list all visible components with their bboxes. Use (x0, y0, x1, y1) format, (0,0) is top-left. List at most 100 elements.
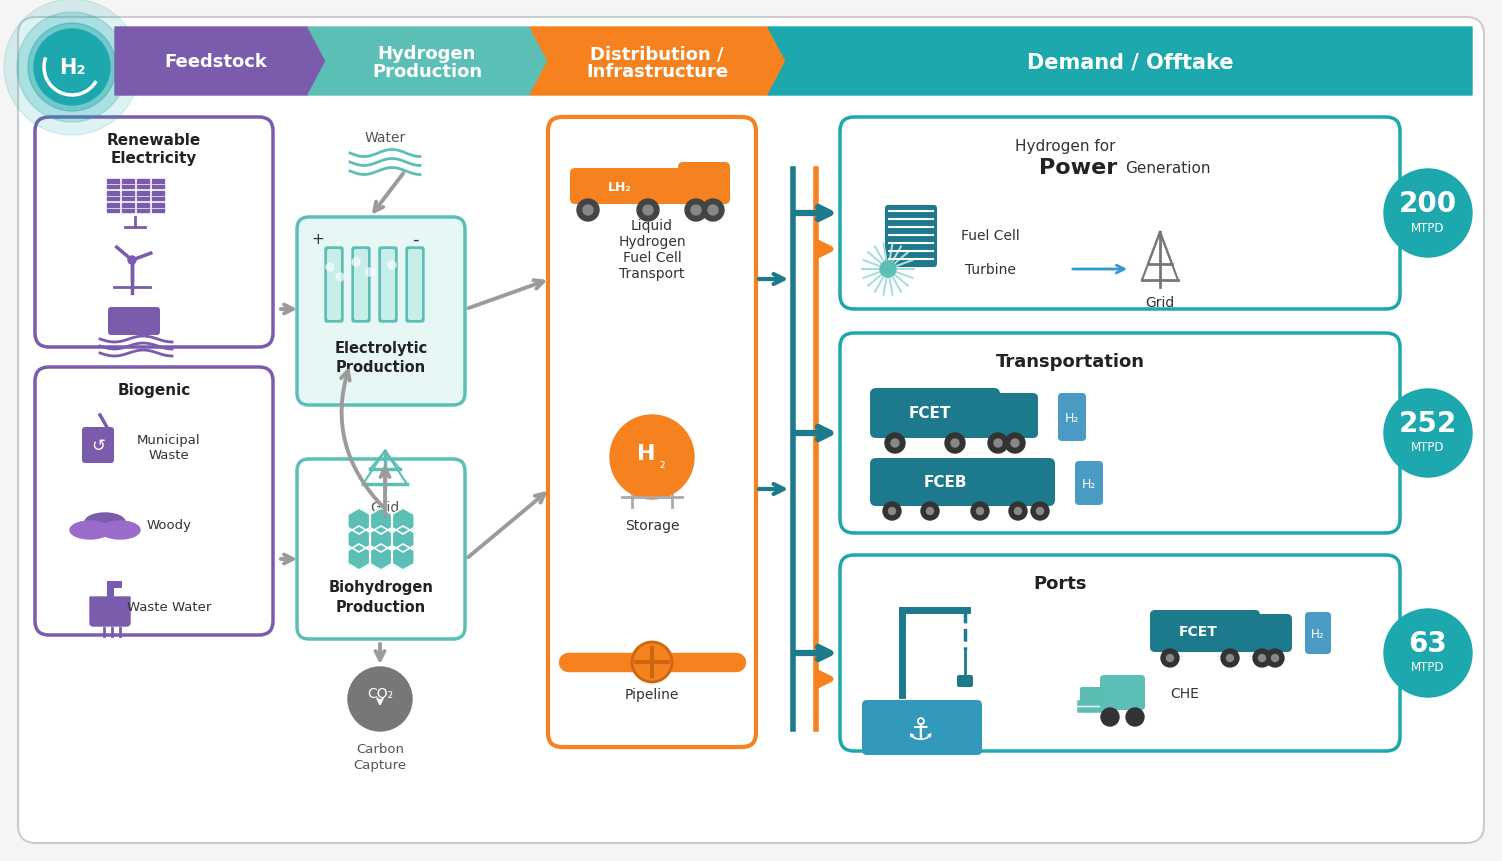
Text: H₂: H₂ (59, 58, 86, 77)
FancyBboxPatch shape (569, 169, 685, 205)
Text: Fuel Cell: Fuel Cell (961, 229, 1020, 243)
Text: Ports: Ports (1033, 574, 1087, 592)
Bar (107, 180, 119, 189)
Polygon shape (116, 28, 326, 96)
Text: Power: Power (1039, 158, 1117, 177)
FancyBboxPatch shape (35, 118, 273, 348)
Bar (137, 204, 149, 213)
Circle shape (880, 262, 897, 278)
Ellipse shape (101, 522, 140, 539)
Text: Fuel Cell: Fuel Cell (623, 251, 682, 264)
Text: Hydrogen: Hydrogen (379, 45, 476, 63)
Text: Electricity: Electricity (111, 151, 197, 165)
Circle shape (891, 439, 900, 448)
Circle shape (1383, 170, 1472, 257)
Bar (137, 180, 149, 189)
Text: H₂: H₂ (1065, 412, 1080, 425)
Circle shape (889, 508, 895, 515)
Bar (122, 204, 134, 213)
Text: ↺: ↺ (92, 437, 105, 455)
Text: Generation: Generation (1125, 160, 1211, 176)
Text: MTPD: MTPD (1412, 660, 1445, 673)
Circle shape (1272, 654, 1278, 662)
Circle shape (17, 13, 128, 123)
Text: MTPD: MTPD (1412, 441, 1445, 454)
Circle shape (994, 439, 1002, 448)
Bar (152, 180, 164, 189)
Circle shape (1101, 709, 1119, 726)
Circle shape (1383, 610, 1472, 697)
Text: Storage: Storage (625, 518, 679, 532)
FancyBboxPatch shape (957, 675, 973, 687)
Circle shape (610, 416, 694, 499)
FancyBboxPatch shape (840, 555, 1400, 751)
Bar (137, 192, 149, 201)
Text: Pipeline: Pipeline (625, 687, 679, 701)
Text: Distribution /: Distribution / (590, 45, 724, 63)
Bar (122, 192, 134, 201)
Bar (152, 204, 164, 213)
Circle shape (1167, 654, 1173, 662)
Text: -: - (412, 231, 418, 249)
Text: H: H (637, 443, 655, 463)
FancyBboxPatch shape (409, 250, 422, 320)
Bar (152, 192, 164, 201)
FancyBboxPatch shape (382, 250, 395, 320)
Circle shape (326, 263, 333, 272)
Text: Renewable: Renewable (107, 133, 201, 147)
FancyBboxPatch shape (324, 248, 342, 323)
Circle shape (945, 433, 964, 454)
Text: 63: 63 (1409, 629, 1448, 657)
FancyBboxPatch shape (840, 118, 1400, 310)
FancyBboxPatch shape (677, 163, 730, 205)
Text: Feedstock: Feedstock (164, 53, 267, 71)
FancyBboxPatch shape (870, 388, 1000, 438)
Circle shape (701, 200, 724, 222)
Text: FCEB: FCEB (924, 475, 967, 490)
Text: Electrolytic: Electrolytic (335, 340, 428, 355)
Circle shape (1161, 649, 1179, 667)
Circle shape (1011, 439, 1018, 448)
FancyBboxPatch shape (379, 248, 397, 323)
Bar (107, 192, 119, 201)
Circle shape (1005, 433, 1024, 454)
FancyBboxPatch shape (297, 218, 466, 406)
Circle shape (927, 508, 934, 515)
Text: Biogenic: Biogenic (117, 382, 191, 397)
FancyBboxPatch shape (351, 248, 369, 323)
Text: Carbon: Carbon (356, 743, 404, 756)
Text: Water: Water (365, 131, 406, 145)
FancyBboxPatch shape (885, 206, 937, 268)
Circle shape (583, 206, 593, 216)
Circle shape (707, 206, 718, 216)
FancyBboxPatch shape (406, 248, 424, 323)
Circle shape (976, 508, 984, 515)
Circle shape (691, 206, 701, 216)
FancyBboxPatch shape (83, 428, 114, 463)
Circle shape (988, 433, 1008, 454)
Polygon shape (768, 28, 1472, 96)
Circle shape (885, 433, 906, 454)
Text: ₂: ₂ (659, 456, 665, 470)
Ellipse shape (86, 513, 125, 531)
Circle shape (5, 0, 140, 136)
Text: Infrastructure: Infrastructure (586, 63, 728, 81)
Polygon shape (308, 28, 548, 96)
Circle shape (1126, 709, 1145, 726)
Text: Capture: Capture (353, 759, 407, 771)
Text: LH₂: LH₂ (608, 180, 632, 193)
Circle shape (1266, 649, 1284, 667)
Text: 252: 252 (1398, 410, 1457, 437)
Circle shape (921, 503, 939, 520)
Text: FCET: FCET (909, 406, 951, 421)
Text: ⚓: ⚓ (906, 715, 934, 745)
Circle shape (1383, 389, 1472, 478)
Text: CO₂: CO₂ (366, 686, 394, 700)
Circle shape (1030, 503, 1048, 520)
Circle shape (1259, 654, 1266, 662)
Text: Hydrogen for: Hydrogen for (1015, 139, 1116, 153)
Circle shape (348, 667, 412, 731)
Text: CHE: CHE (1170, 686, 1200, 700)
Circle shape (1227, 654, 1233, 662)
Circle shape (388, 262, 397, 269)
